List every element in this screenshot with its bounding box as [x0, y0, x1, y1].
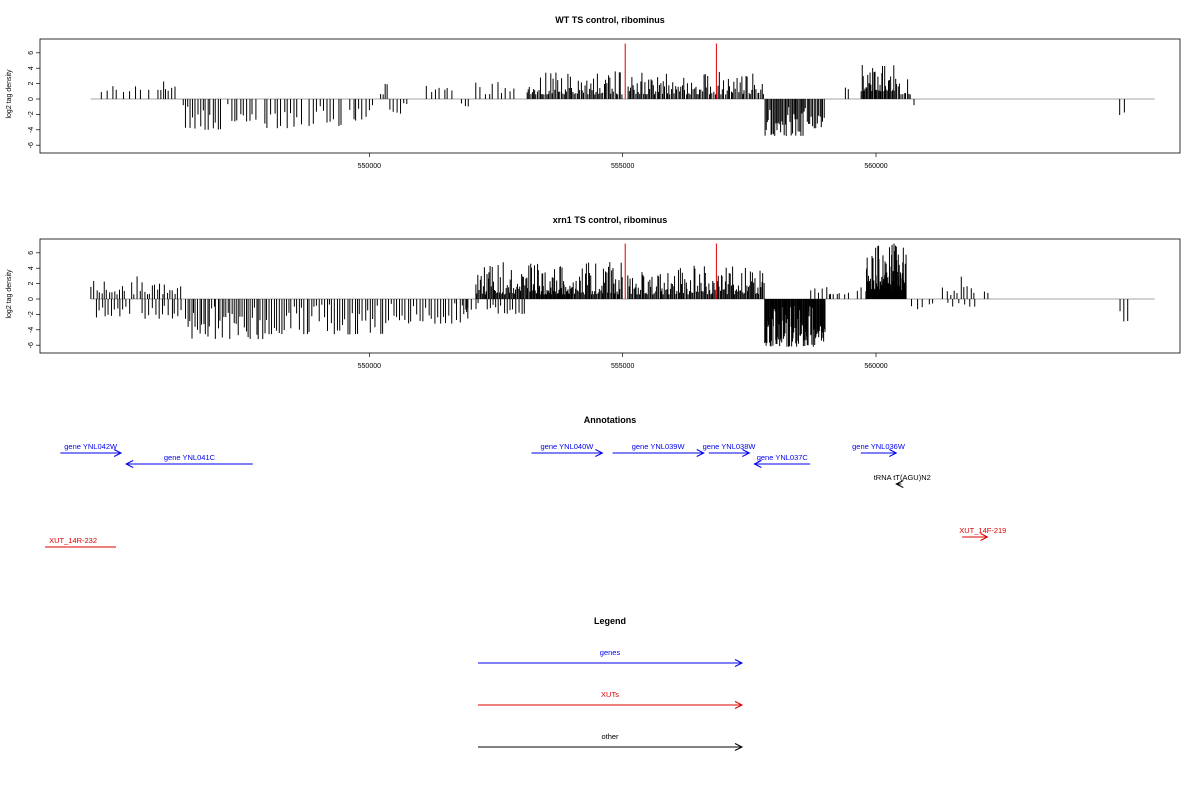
- feature-label: gene YNL037C: [757, 453, 809, 462]
- feature-label: XUT_14F-219: [959, 526, 1006, 535]
- wt-plot-frame: [39, 38, 1181, 154]
- feature-arrowhead: [980, 533, 989, 541]
- legend-item: genes: [478, 648, 744, 667]
- wt-track-panel: WT TS control, ribominus log2 tag densit…: [6, 15, 1181, 170]
- wt-y-tick-label: -2: [28, 111, 35, 117]
- wt-x-tick-label: 550000: [358, 163, 381, 170]
- wt-y-axis-label: log2 tag density: [6, 69, 13, 119]
- feature-label: gene YNL040W: [541, 442, 595, 451]
- xrn1-y-tick-label: 0: [28, 297, 35, 301]
- wt-y-tick-label: -4: [28, 127, 35, 133]
- legend-item: other: [478, 732, 744, 751]
- feature-label: gene YNL036W: [852, 442, 906, 451]
- annotation-feature: gene YNL039W: [612, 442, 705, 457]
- wt-y-tick-label: 0: [28, 97, 35, 101]
- xrn1-plot-frame: [39, 238, 1181, 354]
- xrn1-track-title: xrn1 TS control, ribominus: [553, 215, 668, 225]
- legend-label: other: [601, 732, 619, 741]
- feature-arrowhead: [595, 449, 604, 457]
- xrn1-bars: [90, 243, 1155, 347]
- xrn1-axes: 6 4 2 0 -2 -4 -6 550000 555000 560000: [28, 251, 888, 370]
- annotation-feature: gene YNL037C: [753, 453, 811, 468]
- xrn1-y-tick-label: 6: [28, 251, 35, 255]
- wt-x-tick-label: 555000: [611, 163, 634, 170]
- wt-x-tick-label: 560000: [864, 163, 887, 170]
- legend-panel: Legend genes XUTs other: [478, 616, 744, 751]
- annotation-feature: gene YNL041C: [125, 453, 253, 468]
- legend-arrowhead: [734, 743, 744, 751]
- annotation-feature: gene YNL042W: [60, 442, 123, 457]
- xrn1-x-tick-label: 555000: [611, 363, 634, 370]
- legend-item: XUTs: [478, 690, 744, 709]
- wt-axes: 6 4 2 0 -2 -4 -6 550000 555000 560000: [28, 51, 888, 170]
- feature-label: gene YNL042W: [64, 442, 118, 451]
- xrn1-y-axis-label: log2 tag density: [6, 269, 13, 319]
- wt-y-tick-label: 2: [28, 82, 35, 86]
- feature-arrowhead: [889, 449, 898, 457]
- feature-arrowhead: [753, 460, 762, 468]
- annotation-feature: tRNA tT(AGU)N2: [874, 473, 931, 488]
- annotations-title: Annotations: [584, 415, 637, 425]
- wt-y-tick-label: 4: [28, 66, 35, 70]
- annotation-feature: gene YNL036W: [852, 442, 906, 457]
- xrn1-y-tick-label: 4: [28, 266, 35, 270]
- xrn1-y-tick-label: -2: [28, 311, 35, 317]
- feature-label: gene YNL038W: [703, 442, 757, 451]
- wt-y-tick-label: 6: [28, 51, 35, 55]
- annotation-feature: gene YNL038W: [703, 442, 757, 457]
- legend-arrowhead: [734, 659, 744, 667]
- legend-items: genes XUTs other: [478, 648, 744, 751]
- feature-arrowhead: [113, 449, 123, 457]
- annotation-features: gene YNL042W gene YNL041C gene YNL040W gene…: [45, 442, 1006, 548]
- xrn1-y-tick-label: -4: [28, 327, 35, 333]
- feature-label: tRNA tT(AGU)N2: [874, 473, 931, 482]
- xrn1-y-tick-label: 2: [28, 282, 35, 286]
- annotation-feature: XUT_14F-219: [959, 526, 1006, 541]
- legend-label: genes: [600, 648, 621, 657]
- feature-label: gene YNL039W: [632, 442, 686, 451]
- legend-title: Legend: [594, 616, 626, 626]
- xrn1-x-tick-label: 560000: [864, 363, 887, 370]
- feature-arrowhead: [125, 460, 134, 468]
- wt-track-title: WT TS control, ribominus: [555, 15, 665, 25]
- feature-label: XUT_14R-232: [49, 536, 97, 545]
- feature-arrowhead: [895, 480, 904, 488]
- xrn1-x-tick-label: 550000: [358, 363, 381, 370]
- xrn1-track-panel: xrn1 TS control, ribominus log2 tag dens…: [6, 215, 1181, 370]
- annotation-feature: XUT_14R-232: [45, 536, 116, 548]
- feature-arrowhead: [742, 449, 751, 457]
- legend-arrowhead: [734, 701, 744, 709]
- feature-label: gene YNL041C: [164, 453, 216, 462]
- wt-bars: [90, 43, 1155, 136]
- feature-arrowhead: [696, 449, 705, 457]
- wt-y-tick-label: -6: [28, 142, 35, 148]
- annotation-feature: gene YNL040W: [531, 442, 604, 457]
- xrn1-y-tick-label: -6: [28, 342, 35, 348]
- legend-label: XUTs: [601, 690, 619, 699]
